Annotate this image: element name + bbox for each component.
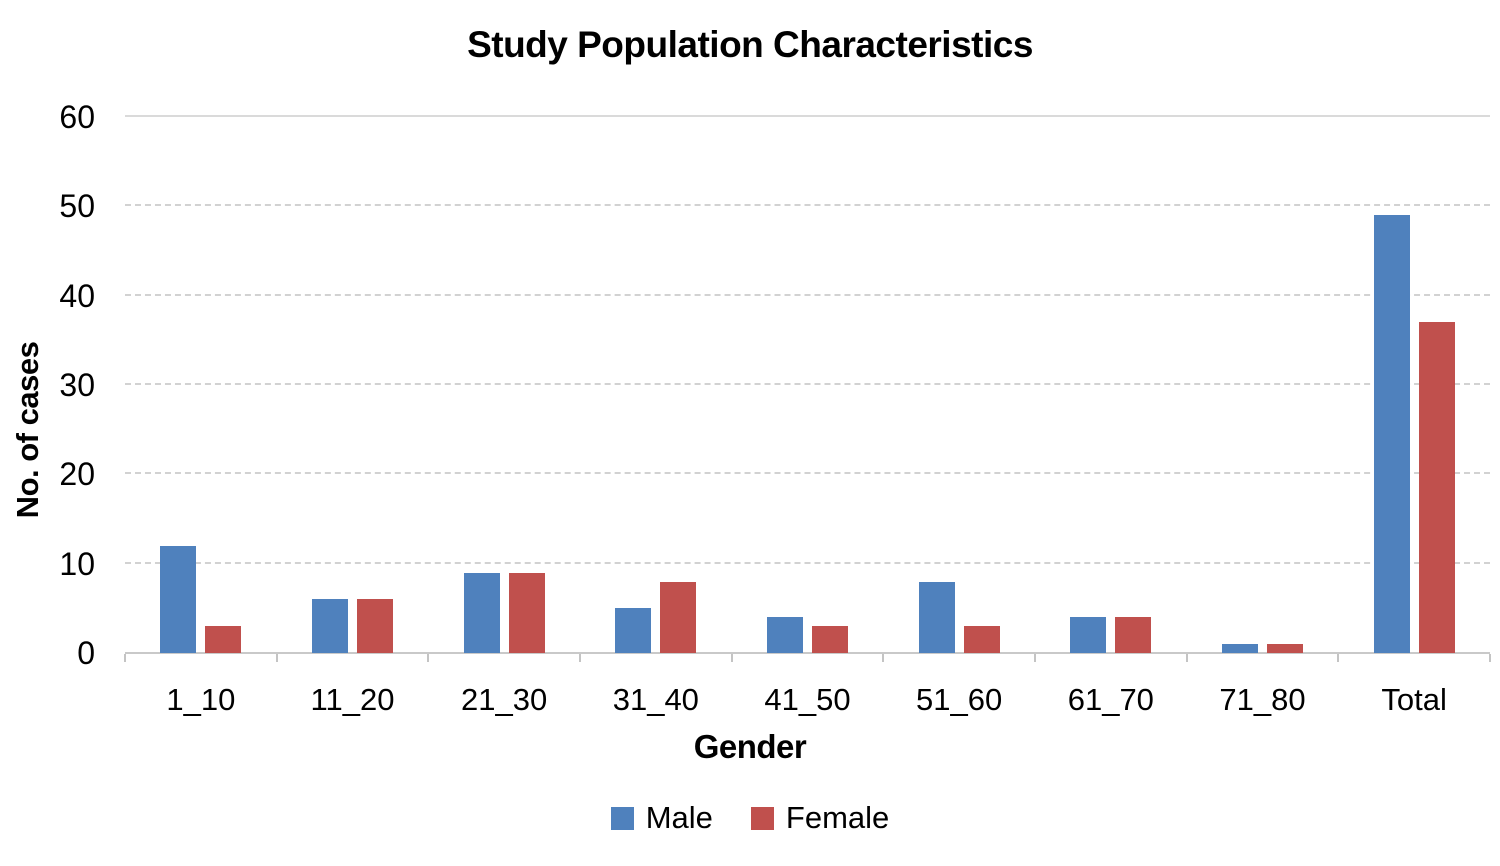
x-tick-label-41_50: 41_50 [764,682,851,717]
bar-female-31_40 [660,581,697,653]
y-tick-label-10: 10 [59,545,95,582]
x-axis-tick [124,654,126,662]
x-axis-tick [1034,654,1036,662]
gridline-40 [125,293,1490,296]
bar-female-71_80 [1266,644,1303,653]
bar-male-21_30 [463,572,500,653]
x-tick-label-31_40: 31_40 [612,682,699,717]
bar-group-61_70 [1035,117,1187,653]
y-tick-label-40: 40 [59,277,95,314]
legend-label-male: Male [645,800,713,835]
bar-female-41_50 [811,626,848,653]
y-tick-label-30: 30 [59,367,95,403]
bar-female-51_60 [963,626,1000,653]
bar-group-11_20 [277,117,429,653]
x-axis-tick [730,654,733,662]
bar-female-1_10 [205,626,242,653]
x-axis-tick [1185,654,1188,662]
legend: Male Female [0,800,1500,836]
gridline-60 [125,115,1490,117]
bar-female-11_20 [356,599,393,653]
bar-group-71_80 [1187,117,1339,653]
bar-female-21_30 [508,572,545,653]
x-axis-title: Gender [693,728,807,765]
bar-male-Total [1373,215,1410,653]
bar-male-51_60 [918,581,955,653]
legend-item-male: Male [610,800,713,836]
bar-group-31_40 [580,117,732,653]
gridline-30 [125,383,1490,385]
legend-item-female: Female [750,800,890,836]
x-axis-tick [1489,654,1491,662]
x-tick-label-51_60: 51_60 [916,682,1003,717]
x-tick-label-11_20: 11_20 [310,682,395,717]
chart-title: Study Population Characteristics [467,24,1033,65]
x-axis-tick [579,654,581,662]
bar-group-51_60 [883,117,1035,653]
y-tick-label-0: 0 [77,635,95,671]
bar-male-31_40 [615,608,652,653]
x-axis-tick [275,654,278,662]
bar-female-Total [1418,322,1455,653]
x-tick-label-71_80: 71_80 [1219,682,1306,717]
bar-group-1_10 [125,117,277,653]
x-tick-label-1_10: 1_10 [166,682,236,717]
plot-area [124,115,1491,662]
gridline-20 [125,472,1490,475]
bar-group-41_50 [732,117,884,653]
x-axis-tick [427,654,430,662]
x-tick-label-21_30: 21_30 [461,682,548,717]
x-axis-line [125,652,1490,654]
y-tick-label-60: 60 [59,99,95,135]
x-tick-label-61_70: 61_70 [1067,682,1154,717]
gridline-10 [125,561,1490,564]
x-tick-label-Total: Total [1381,682,1447,717]
bar-male-41_50 [766,617,803,653]
legend-swatch-male-icon [610,806,634,830]
gridline-50 [125,204,1490,207]
bar-male-11_20 [311,599,348,653]
bar-male-1_10 [160,545,197,653]
x-axis-tick [1337,654,1340,662]
y-tick-label-50: 50 [59,188,95,225]
bar-group-Total [1338,117,1490,653]
y-tick-label-20: 20 [59,456,95,493]
legend-label-female: Female [785,800,890,835]
bar-male-71_80 [1221,644,1258,653]
legend-swatch-female-icon [750,806,774,830]
x-axis-tick [882,654,885,662]
bar-female-61_70 [1115,617,1152,653]
bar-group-21_30 [428,117,580,653]
bar-male-61_70 [1070,617,1107,653]
